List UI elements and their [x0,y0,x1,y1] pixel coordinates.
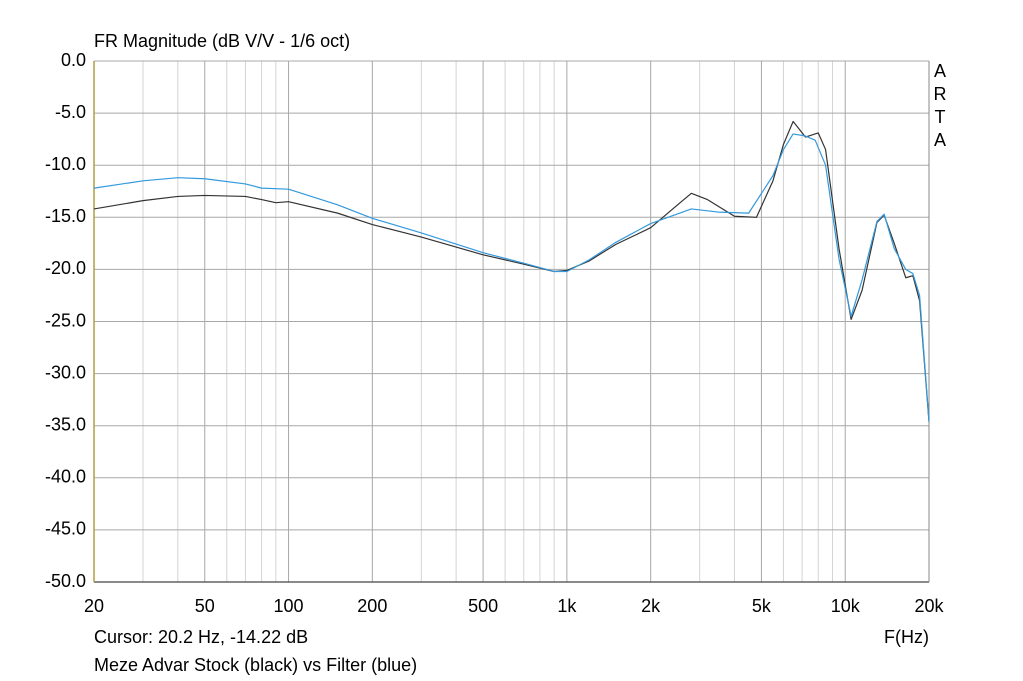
y-tick-label: -25.0 [45,310,86,330]
y-tick-label: 0.0 [61,50,86,70]
x-axis-label: F(Hz) [884,627,929,647]
x-tick-label: 5k [752,596,772,616]
series-line [93,120,930,422]
caption: Meze Advar Stock (black) vs Filter (blue… [94,655,417,675]
x-tick-label: 2k [641,596,661,616]
x-tick-label: 50 [195,596,215,616]
x-tick-label: 10k [831,596,861,616]
x-tick-label: 200 [357,596,387,616]
x-tick-label: 20 [84,596,104,616]
chart-title: FR Magnitude (dB V/V - 1/6 oct) [94,31,350,51]
y-tick-label: -35.0 [45,414,86,434]
series-line [93,133,930,422]
x-tick-label: 1k [557,596,577,616]
y-tick-label: -40.0 [45,467,86,487]
y-tick-label: -50.0 [45,571,86,591]
y-tick-label: -30.0 [45,362,86,382]
y-tick-label: -10.0 [45,154,86,174]
y-tick-label: -15.0 [45,206,86,226]
y-tick-label: -5.0 [55,102,86,122]
x-tick-label: 100 [274,596,304,616]
y-tick-label: -45.0 [45,519,86,539]
x-tick-label: 20k [914,596,944,616]
cursor-readout: Cursor: 20.2 Hz, -14.22 dB [94,627,308,647]
x-tick-label: 500 [468,596,498,616]
y-tick-label: -20.0 [45,258,86,278]
